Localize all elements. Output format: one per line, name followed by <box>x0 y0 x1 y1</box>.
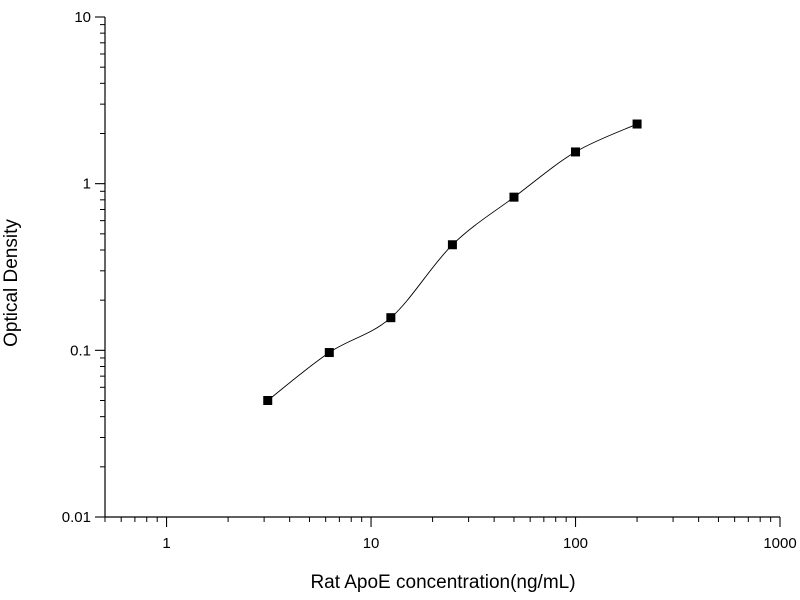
data-point-marker <box>263 396 273 406</box>
x-tick-label: 10 <box>363 535 380 552</box>
axes-frame <box>104 17 780 518</box>
y-tick-label: 0.01 <box>62 509 91 526</box>
x-tick-label: 1 <box>162 535 170 552</box>
data-points <box>263 119 642 406</box>
x-axis-label: Rat ApoE concentration(ng/mL) <box>310 572 575 593</box>
x-tick-label: 100 <box>563 535 588 552</box>
y-axis-ticks: 0.01 0.1 1 10 <box>62 9 105 526</box>
data-point-marker <box>632 119 642 129</box>
x-axis-ticks: 1 10 100 1000 <box>104 517 797 552</box>
y-tick-label: 0.1 <box>70 342 91 359</box>
data-point-marker <box>447 240 457 250</box>
y-axis-label: Optical Density <box>1 219 22 347</box>
data-point-marker <box>571 147 581 157</box>
y-tick-label: 1 <box>83 176 91 193</box>
fit-curve <box>267 123 638 401</box>
data-point-marker <box>386 313 396 323</box>
y-tick-label: 10 <box>74 9 91 26</box>
data-point-marker <box>324 348 334 358</box>
data-point-marker <box>509 192 519 202</box>
x-tick-label: 1000 <box>763 535 796 552</box>
